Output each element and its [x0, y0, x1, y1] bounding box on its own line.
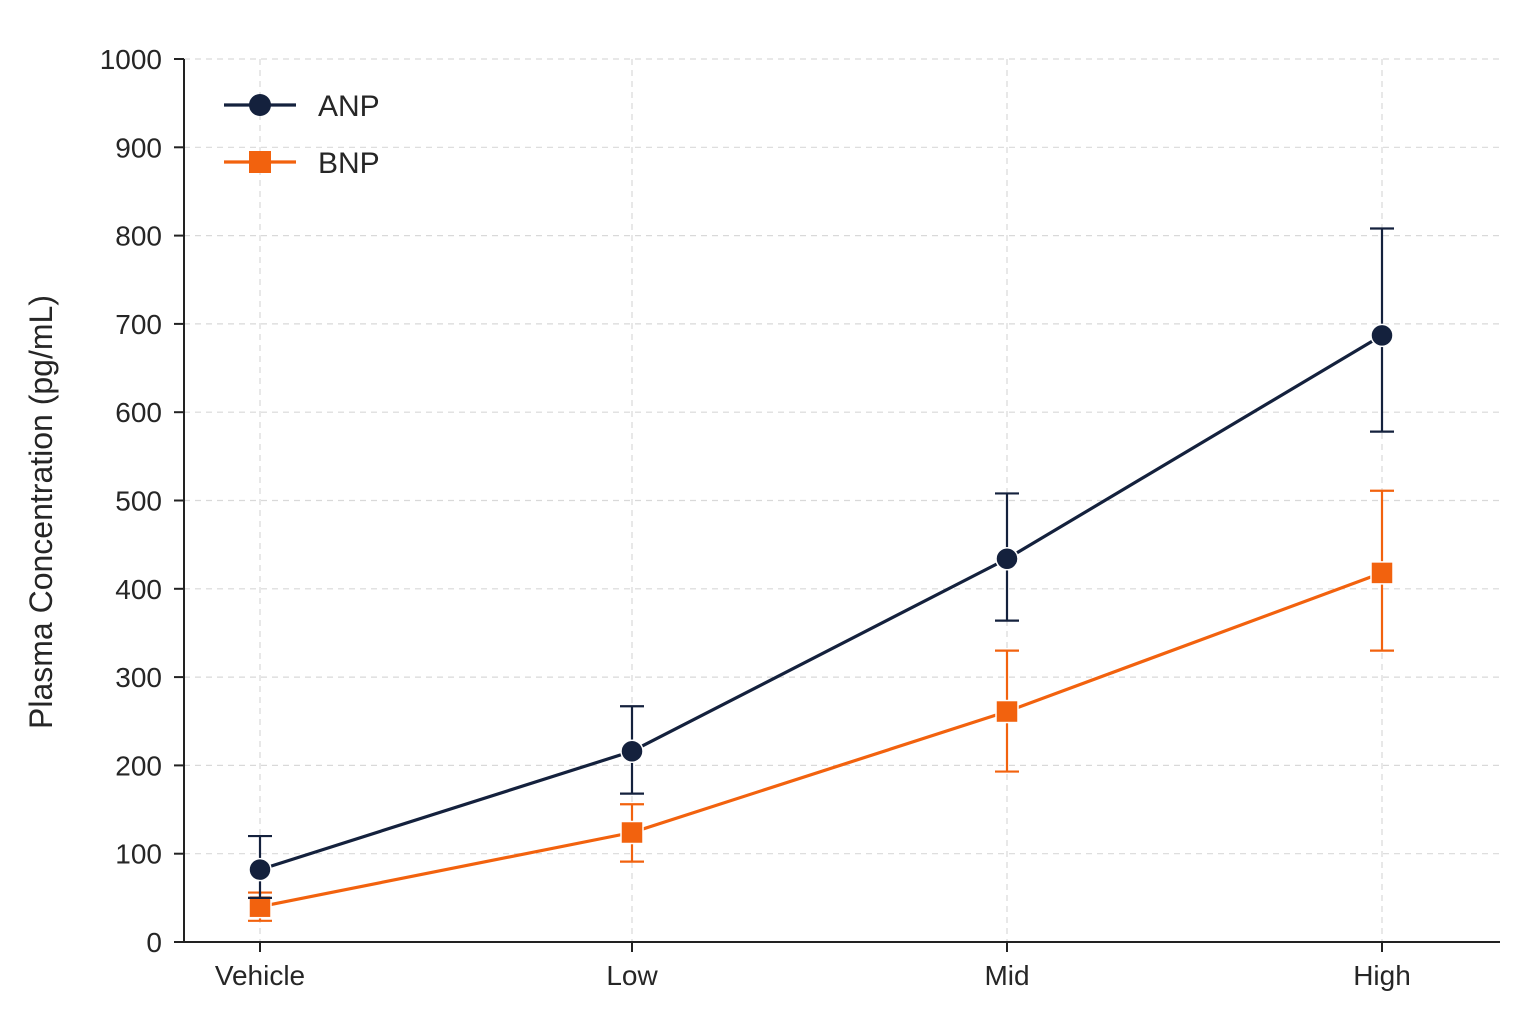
grid-layer [184, 58, 1500, 942]
legend-item-anp: ANP [224, 90, 380, 123]
data-point [1370, 561, 1394, 585]
legend: ANP BNP [224, 90, 380, 180]
y-tick-label: 100 [115, 839, 162, 870]
y-tick-label: 400 [115, 574, 162, 605]
x-tick-label: High [1353, 960, 1411, 991]
x-tick-label: Vehicle [215, 960, 305, 991]
data-point [620, 820, 644, 845]
series-line-anp [259, 334, 1383, 872]
legend-item-bnp: BNP [224, 147, 380, 180]
x-tick-label: Low [606, 960, 658, 991]
data-point [620, 739, 644, 764]
y-axis-label: Plasma Concentration (pg/mL) [23, 295, 59, 729]
y-tick-label: 200 [115, 750, 162, 781]
y-tick-label: 1000 [100, 44, 162, 75]
x-tick-label: Mid [984, 960, 1029, 991]
data-point [1370, 323, 1394, 348]
legend-marker [249, 151, 271, 173]
y-tick-label: 500 [115, 486, 162, 517]
y-tick-label: 700 [115, 309, 162, 340]
legend-label: ANP [318, 90, 380, 123]
series-bnp [248, 489, 1394, 922]
axes-layer: 0 100 200 300 400 500 600 700 800 900 1000 Vehicle L… [100, 44, 1500, 991]
y-tick-label: 600 [115, 397, 162, 428]
data-point [995, 547, 1019, 571]
legend-marker [249, 94, 271, 116]
data-point [248, 857, 272, 882]
y-tick-label: 900 [115, 132, 162, 163]
series-anp [248, 227, 1394, 899]
data-point [248, 894, 272, 919]
legend-label: BNP [318, 147, 380, 180]
data-point [995, 699, 1019, 724]
series-line-bnp [259, 571, 1383, 909]
y-tick-label: 0 [146, 927, 162, 958]
series-layer [248, 227, 1394, 922]
y-tick-label: 800 [115, 221, 162, 252]
y-tick-label: 300 [115, 662, 162, 693]
